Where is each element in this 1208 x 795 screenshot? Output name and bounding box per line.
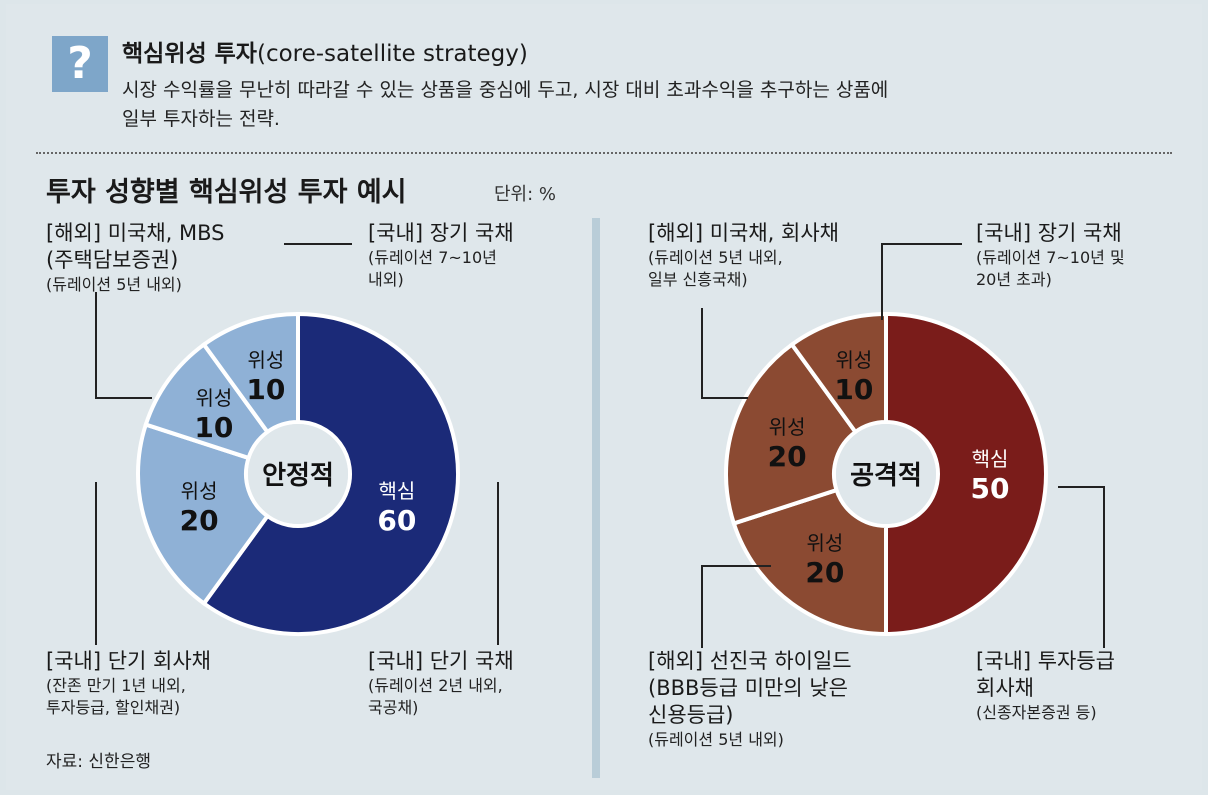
stable-label-us-mbs: [해외] 미국채, MBS (주택담보증권) (듀레이션 5년 내외)	[46, 220, 225, 296]
chart1-slice-3	[789, 311, 888, 435]
chart0-slice-1	[136, 422, 271, 607]
stable-label-short-treasury-heading: [국내] 단기 국채	[368, 649, 514, 673]
dotted-divider	[36, 152, 1172, 154]
stable-label-us-mbs-heading: [해외] 미국채, MBS	[46, 221, 225, 245]
chart1-slice-2-name: 위성	[769, 415, 806, 439]
definition-body-line2: 일부 투자하는 전략.	[122, 108, 280, 130]
stable-label-long-treasury-heading: [국내] 장기 국채	[368, 221, 514, 245]
chart1-slice-3-value: 10	[834, 373, 873, 406]
unit-label: 단위: %	[494, 184, 557, 205]
aggr-label-long-treasury-detail1: (듀레이션 7~10년 및	[976, 248, 1125, 267]
chart1-slice-0-value: 50	[971, 472, 1010, 505]
chart0-slice-3-value: 10	[246, 373, 285, 406]
chart1-slice-3-name: 위성	[835, 348, 872, 372]
chart0-leader-line-2	[95, 292, 152, 399]
aggr-label-ig-corp-heading2: 회사채	[976, 676, 1034, 700]
chart1-leader-line-1	[701, 565, 771, 648]
definition-title-en: (core-satellite strategy)	[256, 41, 528, 67]
chart0-slice-2-name: 위성	[195, 386, 232, 410]
chart0-slice-0-name: 핵심	[379, 479, 416, 503]
stable-label-short-treasury-detail1: (듀레이션 2년 내외,	[368, 676, 503, 695]
aggr-label-high-yield-heading3: 신용등급)	[648, 703, 734, 727]
aggr-label-us-corp-detail2: 일부 신흥국채)	[648, 270, 748, 289]
chart0-slice-0	[201, 311, 460, 636]
question-mark-icon: ?	[52, 36, 108, 92]
stable-label-short-corp-detail1: (잔존 만기 1년 내외,	[46, 676, 186, 695]
chart1-leader-line-0	[1058, 486, 1105, 648]
definition-body: 시장 수익률을 무난히 따라갈 수 있는 상품을 중심에 두고, 시장 대비 초…	[122, 76, 1102, 134]
chart1-slice-2-value: 20	[768, 440, 807, 473]
stable-label-short-treasury-detail2: 국공채)	[368, 698, 419, 717]
stable-label-us-mbs-detail: (듀레이션 5년 내외)	[46, 275, 182, 294]
aggr-label-ig-corp-heading: [국내] 투자등급	[976, 649, 1115, 673]
aggr-label-high-yield-heading: [해외] 선진국 하이일드	[648, 649, 852, 673]
chart1-slice-0	[884, 311, 1048, 637]
aggr-label-us-corp-heading: [해외] 미국채, 회사채	[648, 221, 839, 245]
chart1-slice-1	[731, 487, 888, 637]
stable-label-short-corp: [국내] 단기 회사채 (잔존 만기 1년 내외, 투자등급, 할인채권)	[46, 648, 211, 719]
chart0-slice-1-value: 20	[180, 504, 219, 537]
definition-body-line1: 시장 수익률을 무난히 따라갈 수 있는 상품을 중심에 두고, 시장 대비 초…	[122, 79, 889, 101]
stable-label-long-treasury-detail1: (듀레이션 7~10년	[368, 248, 497, 267]
stable-label-us-mbs-heading2: (주택담보증권)	[46, 248, 179, 272]
chart1-leader-line-2	[701, 308, 748, 399]
aggr-label-high-yield-heading2: (BBB등급 미만의 낮은	[648, 676, 849, 700]
aggr-label-us-corp: [해외] 미국채, 회사채 (듀레이션 5년 내외, 일부 신흥국채)	[648, 220, 839, 291]
chart1-center-hole	[836, 424, 936, 524]
chart0-center-hole	[248, 424, 348, 524]
chart1-center-label: 공격적	[850, 461, 922, 491]
aggr-label-long-treasury-detail2: 20년 초과)	[976, 270, 1052, 289]
panel-divider	[592, 218, 600, 778]
aggr-label-long-treasury-heading: [국내] 장기 국채	[976, 221, 1122, 245]
stable-label-long-treasury-detail2: 내외)	[368, 270, 404, 289]
chart0-slice-3-name: 위성	[247, 348, 284, 372]
source-note: 자료: 신한은행	[46, 752, 151, 772]
definition-title-ko: 핵심위성 투자	[122, 41, 257, 67]
chart1-slice-1-value: 20	[805, 556, 844, 589]
chart1-slice-1-name: 위성	[806, 531, 843, 555]
aggr-label-ig-corp: [국내] 투자등급 회사채 (신종자본증권 등)	[976, 648, 1115, 724]
chart-title: 투자 성향별 핵심위성 투자 예시	[46, 177, 407, 208]
chart0-center-label: 안정적	[262, 461, 334, 491]
chart1-slice-0-name: 핵심	[972, 447, 1009, 471]
stable-label-short-treasury: [국내] 단기 국채 (듀레이션 2년 내외, 국공채)	[368, 648, 514, 719]
stable-label-long-treasury: [국내] 장기 국채 (듀레이션 7~10년 내외)	[368, 220, 514, 291]
aggr-label-high-yield-detail: (듀레이션 5년 내외)	[648, 730, 784, 749]
chart1-leader-line-3	[881, 243, 962, 320]
aggr-label-long-treasury: [국내] 장기 국채 (듀레이션 7~10년 및 20년 초과)	[976, 220, 1125, 291]
aggr-label-us-corp-detail1: (듀레이션 5년 내외,	[648, 248, 783, 267]
chart0-slice-1-name: 위성	[181, 479, 218, 503]
stable-label-short-corp-heading: [국내] 단기 회사채	[46, 649, 211, 673]
stable-label-short-corp-detail2: 투자등급, 할인채권)	[46, 698, 181, 717]
chart0-slice-3	[201, 311, 300, 435]
aggr-label-ig-corp-detail: (신종자본증권 등)	[976, 703, 1097, 722]
chart0-slice-2-value: 10	[194, 411, 233, 444]
definition-title: 핵심위성 투자(core-satellite strategy)	[122, 34, 528, 68]
chart0-slice-0-value: 60	[377, 504, 416, 537]
aggr-label-high-yield: [해외] 선진국 하이일드 (BBB등급 미만의 낮은 신용등급) (듀레이션 …	[648, 648, 852, 751]
